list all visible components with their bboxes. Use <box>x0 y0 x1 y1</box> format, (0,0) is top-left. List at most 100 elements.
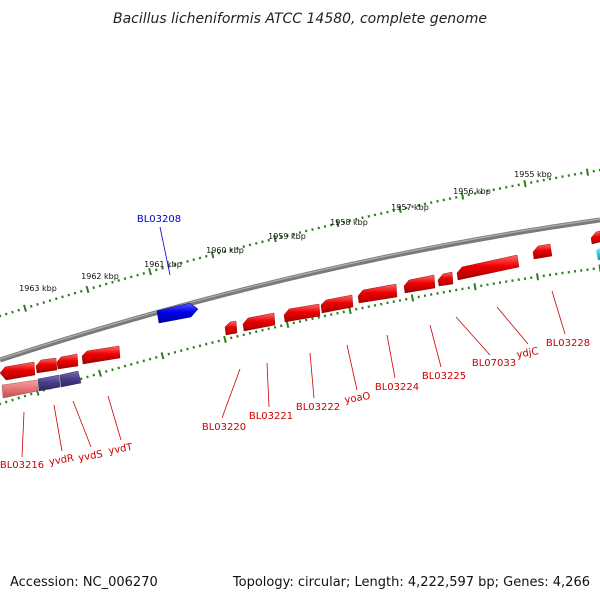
gene-bl03225[interactable] <box>403 274 436 294</box>
gene-label-bl03222[interactable]: BL03222 <box>296 402 340 413</box>
inner-major-tick <box>348 306 352 315</box>
outer-major-tick <box>273 235 277 243</box>
gene-bl03228[interactable] <box>590 230 600 245</box>
gene-label-bl03216[interactable]: BL03216 <box>0 460 44 471</box>
outer-minor-tick <box>4 312 8 316</box>
outer-minor-tick <box>11 310 14 314</box>
gene-label-bl03228[interactable]: BL03228 <box>546 338 590 349</box>
outer-minor-tick <box>367 214 370 218</box>
outer-minor-tick <box>380 212 383 215</box>
inner-minor-tick <box>142 359 146 363</box>
inner-minor-tick <box>248 331 252 335</box>
inner-minor-tick <box>254 330 258 334</box>
kbp-label-1957: 1957 kbp <box>391 203 429 212</box>
genome-backbone <box>0 217 600 363</box>
gene-leader-lines <box>21 290 566 458</box>
outer-minor-tick <box>92 286 96 290</box>
kbp-label-1961: 1961 kbp <box>144 260 182 269</box>
gene-bl03222[interactable] <box>283 303 321 323</box>
outer-minor-tick <box>261 240 264 244</box>
inner-minor-tick <box>104 370 108 373</box>
outer-major-tick <box>335 219 340 228</box>
gene-yvdS[interactable] <box>37 374 61 392</box>
gene-label-bl03225[interactable]: BL03225 <box>422 371 466 382</box>
outer-minor-tick <box>317 226 321 230</box>
inner-minor-tick <box>79 377 83 381</box>
outer-minor-tick <box>411 205 414 208</box>
gene-label-yvdR[interactable]: yvdR <box>48 453 75 468</box>
outer-minor-tick <box>386 210 389 214</box>
inner-minor-tick <box>17 396 21 400</box>
inner-minor-tick <box>292 321 295 325</box>
gene-label-ydjC[interactable]: ydjC <box>516 346 540 361</box>
inner-minor-tick <box>261 328 264 332</box>
gene-red-c[interactable] <box>81 345 121 365</box>
gene-ydjC[interactable] <box>532 243 553 260</box>
outer-minor-tick <box>392 209 395 213</box>
gene-bl03208-leader <box>159 226 171 276</box>
accession-text: Accession: NC_006270 <box>10 575 158 590</box>
inner-minor-tick <box>136 361 139 365</box>
gene-label-yvdT[interactable]: yvdT <box>108 442 135 457</box>
outer-major-tick <box>585 168 590 176</box>
gene-label-bl03221[interactable]: BL03221 <box>249 411 293 422</box>
gene-label-yoaO[interactable]: yoaO <box>344 391 372 406</box>
inner-minor-tick <box>267 327 271 331</box>
outer-minor-tick <box>42 301 46 304</box>
gene-yoaO[interactable] <box>320 294 354 314</box>
outer-minor-tick <box>198 256 202 260</box>
kbp-label-1963: 1963 kbp <box>19 284 57 293</box>
gene-cyan-partial[interactable] <box>596 248 600 260</box>
inner-minor-tick <box>167 352 171 356</box>
outer-minor-tick <box>236 246 239 250</box>
outer-minor-tick <box>61 295 64 299</box>
inner-minor-tick <box>123 364 127 368</box>
outer-minor-tick <box>430 201 433 204</box>
gene-red-small-a[interactable] <box>35 357 58 374</box>
outer-minor-tick <box>54 297 58 301</box>
inner-minor-tick <box>92 373 96 377</box>
inner-major-tick <box>285 320 290 328</box>
inner-minor-tick <box>336 311 339 315</box>
inner-minor-tick <box>4 400 8 404</box>
outer-minor-tick <box>142 271 146 275</box>
gene-red-small-b[interactable] <box>56 353 79 370</box>
gene-label-yvdS[interactable]: yvdS <box>78 449 104 464</box>
gene-bl03208[interactable] <box>156 302 199 324</box>
kbp-label-1958: 1958 kbp <box>330 218 368 227</box>
inner-minor-tick <box>204 342 208 346</box>
gene-bl07033[interactable] <box>456 254 520 281</box>
gene-bl03224[interactable] <box>357 283 398 304</box>
inner-major-tick <box>473 283 477 291</box>
gene-label-bl03224[interactable]: BL03224 <box>375 382 419 393</box>
outer-minor-tick <box>361 216 364 220</box>
gene-red-d[interactable] <box>437 271 454 287</box>
outer-minor-tick <box>417 203 420 207</box>
outer-minor-tick <box>48 299 52 303</box>
inner-minor-tick <box>217 339 221 343</box>
outer-minor-tick <box>154 268 158 272</box>
outer-minor-tick <box>329 223 333 227</box>
inner-minor-tick <box>29 392 33 396</box>
gene-yvdT[interactable] <box>59 370 82 388</box>
inner-minor-tick <box>305 318 308 322</box>
gene-bl03220[interactable] <box>224 320 238 336</box>
gene-label-bl07033[interactable]: BL07033 <box>472 358 516 369</box>
inner-minor-tick <box>311 317 314 321</box>
outer-minor-tick <box>123 277 127 281</box>
outer-minor-tick <box>29 304 33 308</box>
outer-minor-tick <box>223 249 227 253</box>
inner-minor-tick <box>198 344 202 348</box>
inner-minor-tick <box>242 333 246 337</box>
gene-bl03216[interactable] <box>0 361 36 381</box>
inner-minor-tick <box>173 350 177 354</box>
outer-minor-tick <box>323 225 327 228</box>
gene-yvdR[interactable] <box>1 379 39 399</box>
gene-label-bl03220[interactable]: BL03220 <box>202 422 246 433</box>
outer-minor-tick <box>436 199 439 203</box>
outer-minor-tick <box>79 289 83 293</box>
inner-minor-tick <box>280 324 283 328</box>
outer-minor-tick <box>204 254 208 258</box>
gene-label-bl03208[interactable]: BL03208 <box>137 214 181 225</box>
gene-bl03221[interactable] <box>242 312 276 332</box>
